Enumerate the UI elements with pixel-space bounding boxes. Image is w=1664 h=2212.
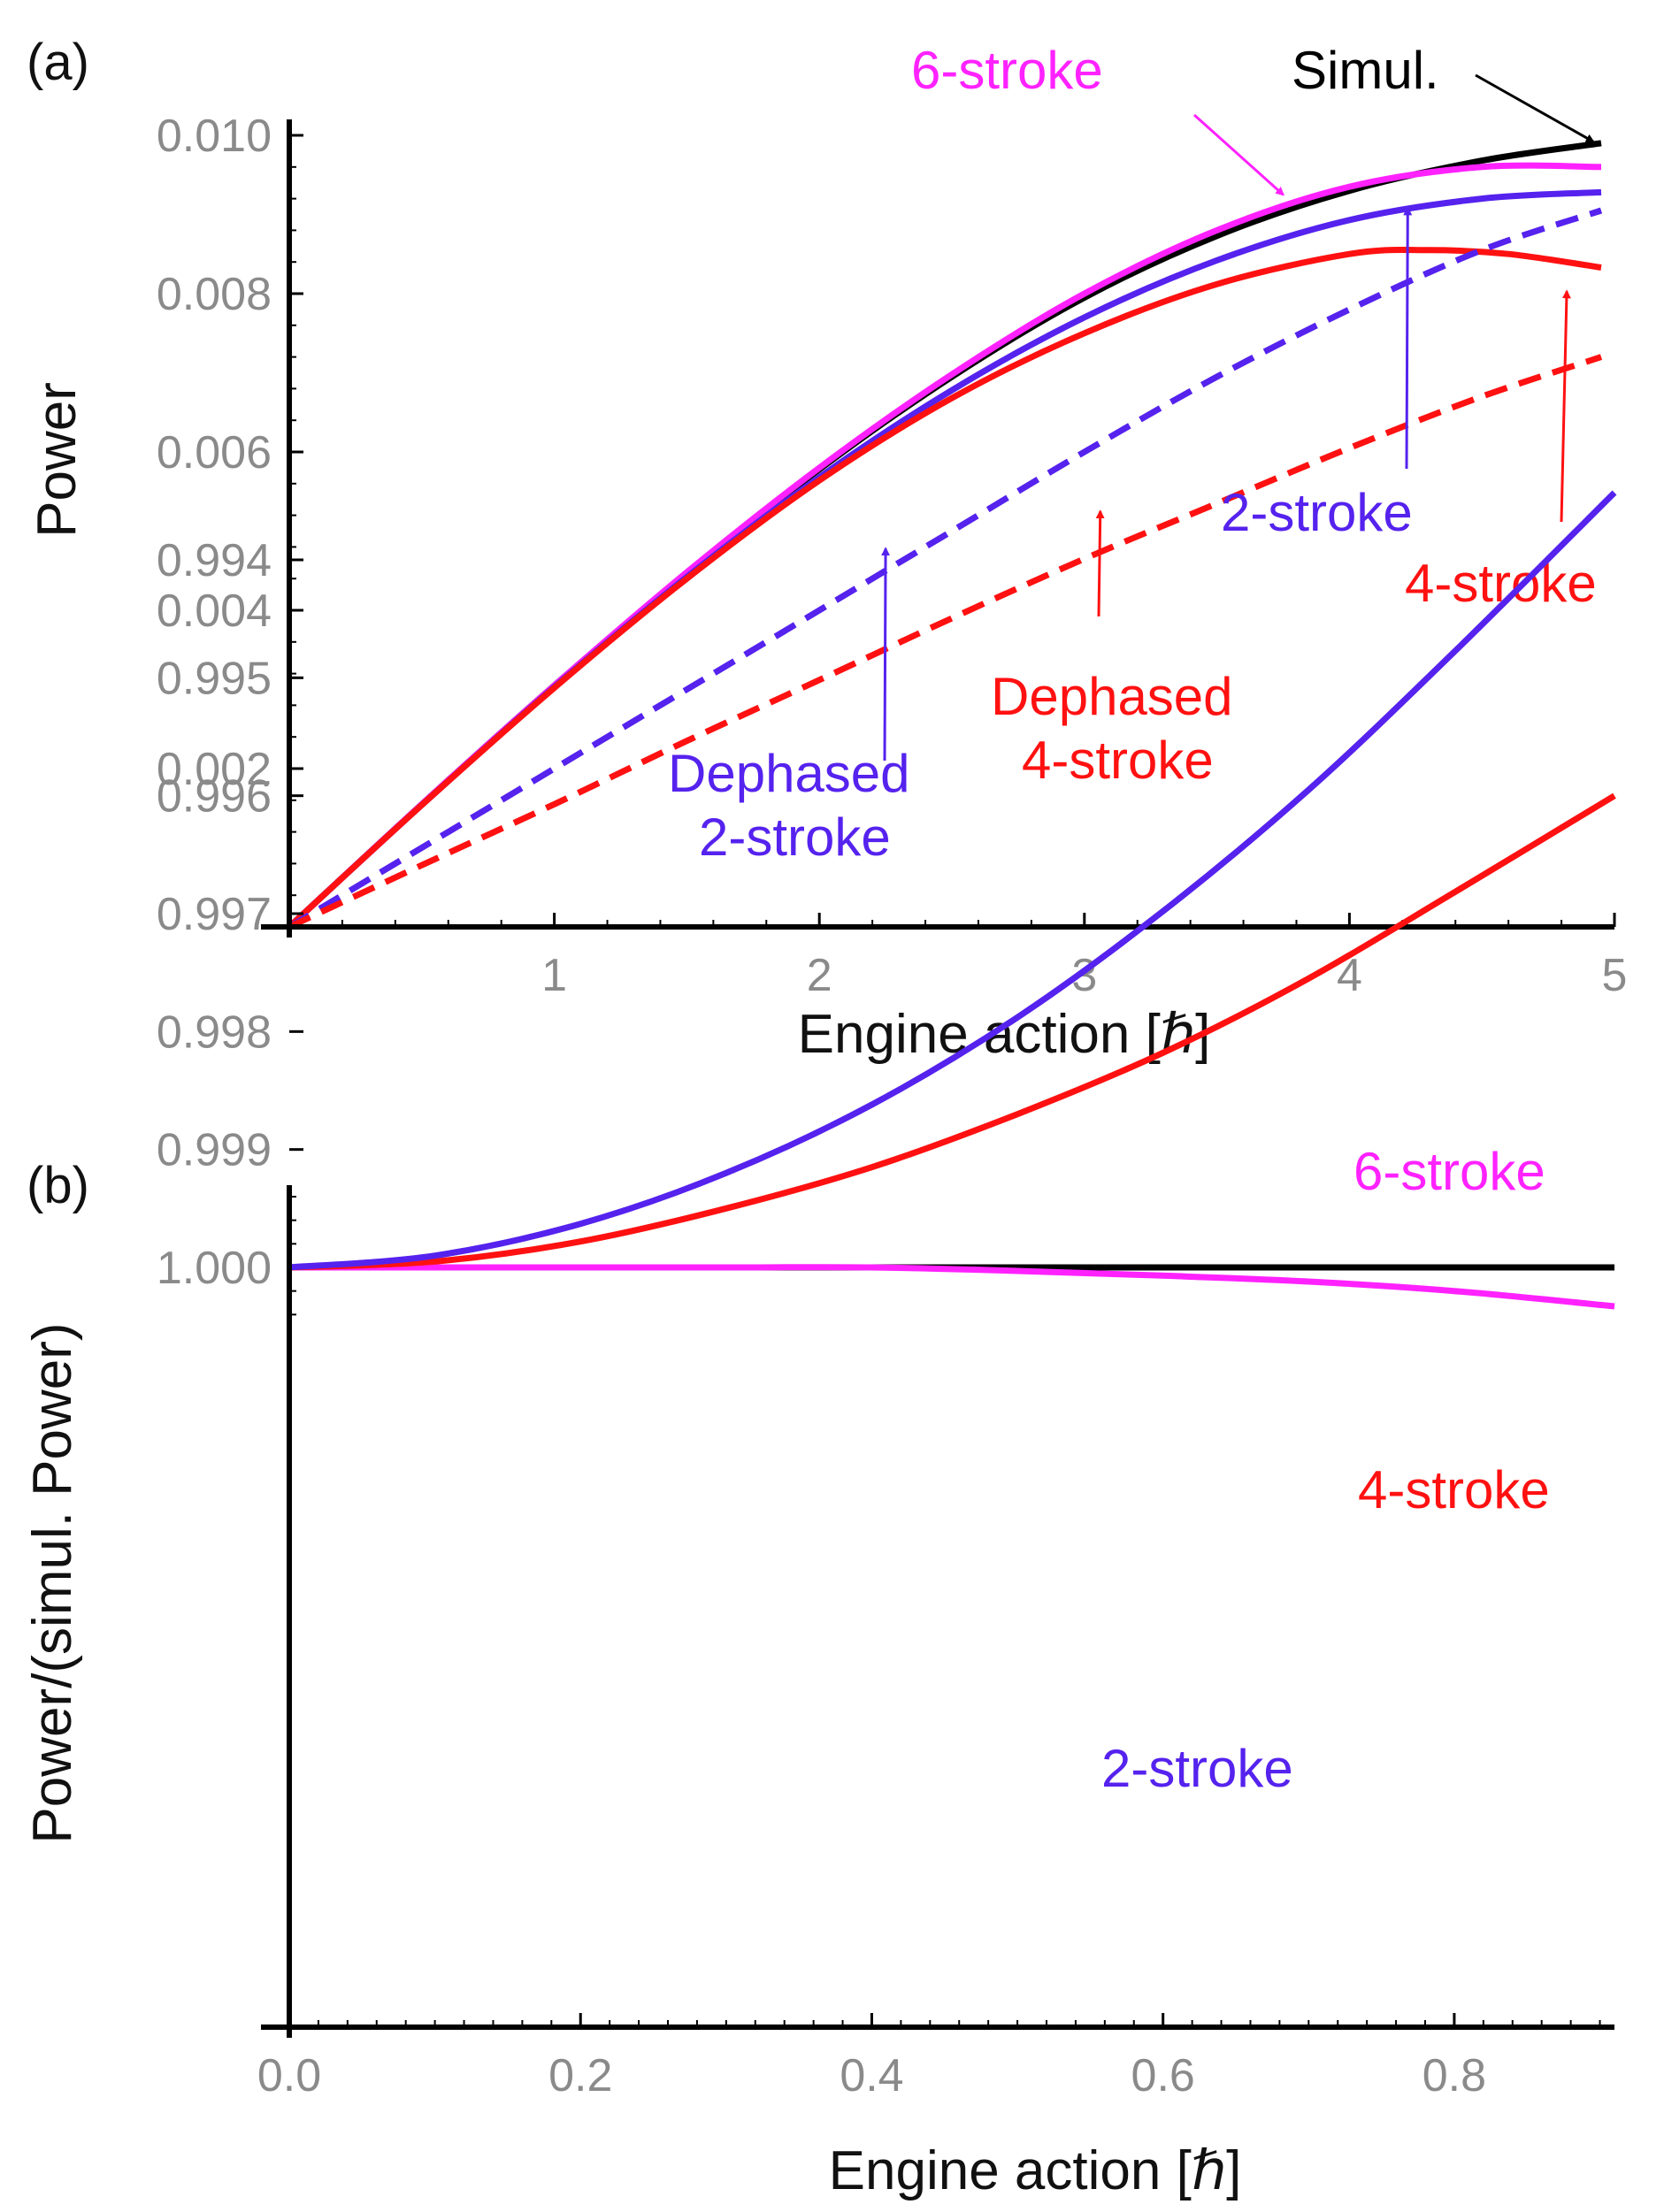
b-series-line-four [288, 792, 1616, 1271]
b-annotation-group: 6-stroke 4-stroke 2-stroke [1101, 1142, 1550, 1798]
a-annotation-simul: Simul. [1292, 41, 1439, 100]
b-x-tick-label: 0.6 [1131, 2050, 1195, 2101]
a-x-axis-title: Engine action [ℏ] [798, 1004, 1211, 1065]
a-annotation-arrow-four [1560, 289, 1571, 523]
a-annotation-line: 2-stroke [699, 807, 891, 867]
a-series-line-deph-two [288, 207, 1603, 930]
b-x-axis-title: Engine action [ℏ] [829, 2140, 1242, 2201]
b-y-tick-label: 0.998 [157, 1006, 272, 1058]
a-annotation-six: 6-stroke [911, 41, 1103, 100]
b-tick-group: 0.0 0.2 0.4 0.6 0.8 0.994 0.995 0.996 0.997 0.998… [157, 535, 1601, 2101]
b-annotation-line: 6-stroke [1353, 1142, 1545, 1201]
a-y-tick-label: 0.010 [157, 111, 272, 162]
a-y-tick-label: 0.006 [157, 427, 272, 478]
a-annotation-line: Dephased [668, 744, 910, 803]
b-y-tick-label: 1.000 [157, 1243, 272, 1294]
b-y-tick-label: 0.995 [157, 653, 272, 704]
a-annotation-line: 4-stroke [1022, 731, 1214, 790]
a-annotation-two: 2-stroke [1221, 483, 1413, 542]
b-series-line-two [288, 490, 1617, 1271]
a-x-tick-label: 5 [1602, 950, 1628, 1001]
b-x-tick-label: 0.0 [257, 2050, 321, 2101]
b-y-tick-label: 0.999 [157, 1125, 272, 1176]
b-annotation-six: 6-stroke [1353, 1142, 1545, 1201]
b-axes [261, 1185, 1614, 2038]
a-annotation-line: Dephased [991, 667, 1233, 726]
a-annotation-line: 6-stroke [911, 41, 1103, 100]
panel-label-b: (b) [27, 1157, 89, 1214]
a-series-line-deph-four [288, 354, 1603, 930]
b-series-group [288, 490, 1617, 1310]
a-annotation-line: 2-stroke [1221, 483, 1413, 542]
b-y-tick-label: 0.997 [157, 889, 272, 940]
panel-label-a: (a) [27, 34, 89, 91]
panel-b: (b) 0.0 0.2 0.4 0.6 0.80.9940.9950.9960.9970… [22, 490, 1617, 2201]
a-annotation-arrow-deph-two [881, 547, 891, 762]
b-annotation-four: 4-stroke [1358, 1460, 1550, 1519]
b-y-tick-label: 0.996 [157, 771, 272, 823]
a-annotation-deph-four: Dephased 4-stroke [991, 667, 1233, 790]
a-series-group [287, 140, 1603, 930]
b-annotation-line: 2-stroke [1101, 1739, 1293, 1798]
a-annotation-arrow-deph-four [1095, 509, 1105, 617]
a-x-tick-label: 1 [541, 950, 567, 1001]
b-x-tick-label: 0.4 [840, 2050, 903, 2101]
b-x-tick-label: 0.8 [1422, 2050, 1486, 2101]
b-annotation-line: 4-stroke [1358, 1460, 1550, 1519]
a-x-tick-label: 2 [807, 950, 832, 1001]
b-series-line-six [289, 1264, 1615, 1310]
b-annotation-two: 2-stroke [1101, 1739, 1293, 1798]
a-annotation-deph-two: Dephased 2-stroke [668, 744, 910, 867]
a-annotation-arrow-simul [1475, 73, 1595, 143]
a-series-line-four [287, 247, 1602, 930]
a-axes [261, 119, 1614, 938]
a-annotation-arrow-six [1192, 113, 1284, 196]
a-y-tick-label: 0.008 [157, 269, 272, 320]
b-y-tick-label: 0.994 [157, 535, 272, 586]
a-y-axis-title: Power [27, 382, 88, 538]
b-x-tick-label: 0.2 [548, 2050, 612, 2101]
a-annotation-line: Simul. [1292, 41, 1439, 100]
a-y-tick-label: 0.002 [157, 744, 272, 795]
b-y-axis-title: Power/(simul. Power) [22, 1322, 83, 1843]
a-y-tick-label: 0.004 [157, 586, 272, 637]
